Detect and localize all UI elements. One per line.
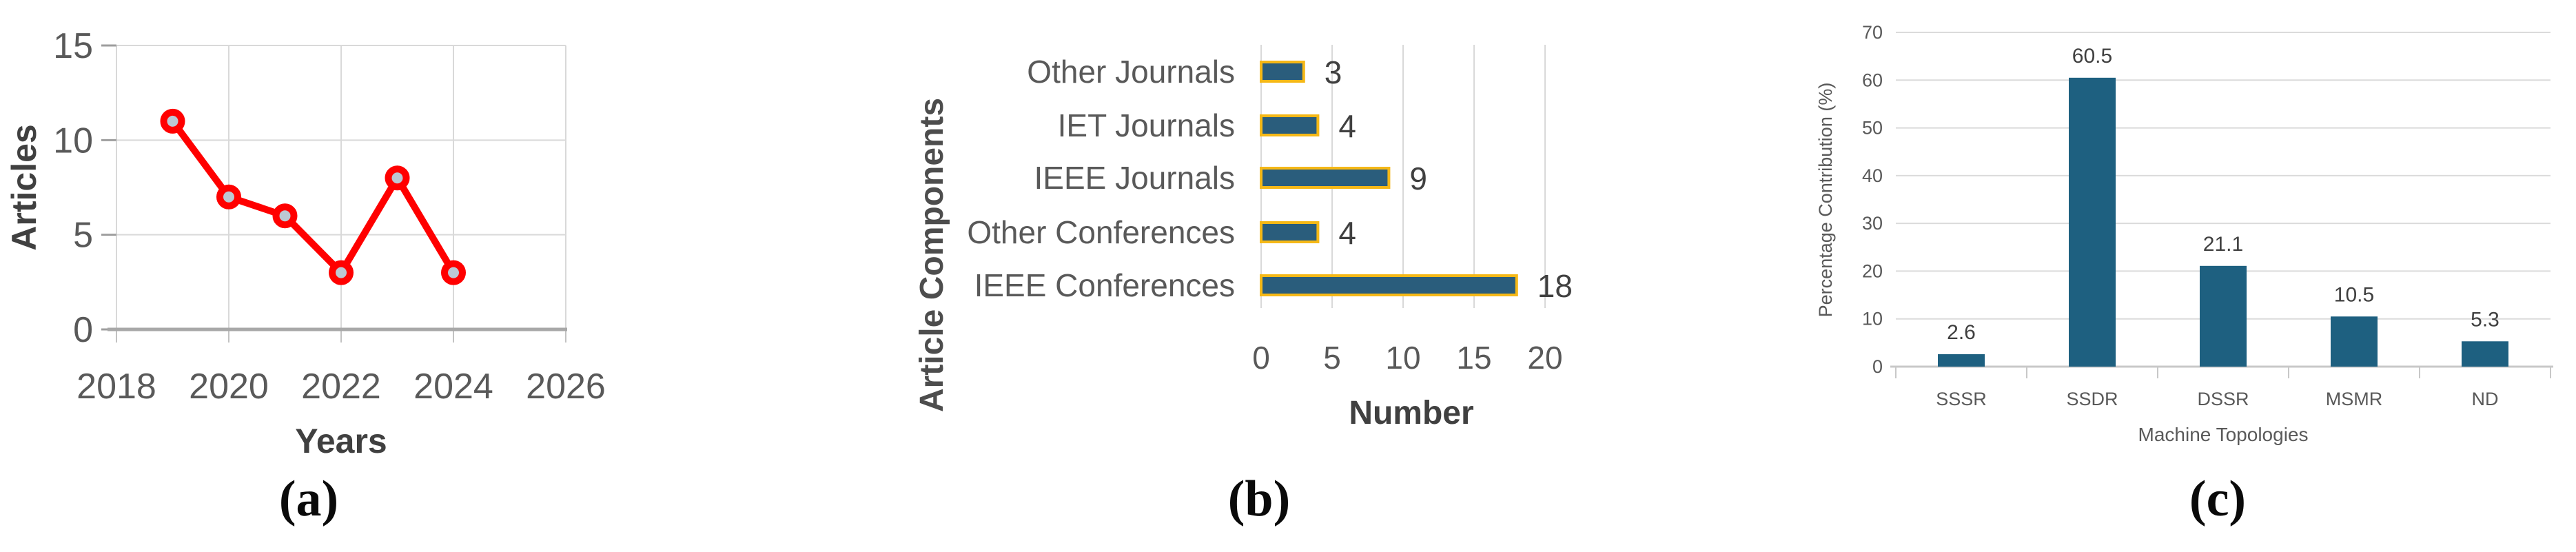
chart-b-category-labels: Other Journals IET Journals IEEE Journals O… [967, 54, 1235, 303]
svg-text:4: 4 [1338, 215, 1356, 251]
svg-text:0: 0 [73, 310, 93, 350]
chart-a-tick-labels: 0 5 10 15 2018 2020 2022 2024 2026 [53, 26, 606, 407]
chart-a-marker [216, 184, 241, 209]
svg-text:18: 18 [1537, 268, 1573, 304]
svg-text:4: 4 [1338, 108, 1356, 144]
svg-text:10: 10 [1385, 340, 1420, 376]
chart-a-marker [385, 165, 410, 191]
chart-c-tick-labels: 0 10 20 30 40 50 60 70 [1862, 22, 1883, 377]
svg-text:10: 10 [1862, 309, 1883, 329]
svg-text:20: 20 [1862, 260, 1883, 281]
chart-b-bar [1260, 167, 1391, 189]
chart-c-xaxis-title: Machine Topologies [2138, 424, 2309, 445]
svg-text:IET Journals: IET Journals [1058, 108, 1235, 143]
svg-text:IEEE Journals: IEEE Journals [1034, 160, 1235, 196]
chart-c-category-labels: SSSR SSDR DSSR MSMR ND [1936, 389, 2498, 409]
chart-a-xaxis-title: Years [295, 422, 387, 460]
svg-text:2022: 2022 [301, 367, 381, 407]
svg-text:SSDR: SSDR [2066, 389, 2118, 409]
chart-c-bar [1938, 354, 1985, 367]
chart-b-bar [1260, 61, 1305, 83]
svg-text:40: 40 [1862, 165, 1883, 186]
svg-text:2.6: 2.6 [1947, 321, 1976, 344]
chart-a-data-markers [160, 108, 466, 285]
svg-text:Other Journals: Other Journals [1027, 54, 1235, 90]
svg-text:DSSR: DSSR [2197, 389, 2249, 409]
svg-text:50: 50 [1862, 118, 1883, 139]
chart-b-article-components-bar-chart: Other Journals IET Journals IEEE Journals O… [914, 45, 1573, 431]
chart-c-bar [2200, 265, 2247, 367]
chart-c-machine-topologies-bar-chart: 2.6 60.5 21.1 10.5 5.3 SSSR SSDR DSSR MSMR ND 0 10 2… [1815, 22, 2553, 445]
chart-c-bar [2331, 316, 2378, 367]
svg-text:60.5: 60.5 [2072, 45, 2112, 68]
chart-a-marker [441, 260, 466, 285]
chart-c-yaxis-title: Percentage Contribution (%) [1815, 83, 1836, 318]
svg-text:70: 70 [1862, 22, 1883, 43]
chart-a-data-line [169, 117, 457, 276]
caption-b: (b) [1227, 471, 1291, 527]
chart-a-yaxis-title: Articles [5, 124, 43, 250]
caption-a: (a) [278, 471, 339, 527]
svg-text:5.3: 5.3 [2471, 308, 2500, 331]
chart-b-bars [1260, 61, 1518, 296]
svg-text:IEEE Conferences: IEEE Conferences [974, 267, 1235, 303]
svg-text:0: 0 [1872, 356, 1883, 377]
svg-text:10: 10 [53, 121, 93, 161]
chart-b-bar [1260, 274, 1518, 296]
caption-c: (c) [2189, 471, 2247, 527]
svg-text:SSSR: SSSR [1936, 389, 1987, 409]
svg-text:MSMR: MSMR [2326, 389, 2383, 409]
svg-text:30: 30 [1862, 213, 1883, 234]
svg-text:2026: 2026 [526, 367, 606, 407]
svg-text:3: 3 [1325, 54, 1342, 90]
svg-text:15: 15 [53, 26, 93, 66]
chart-c-bar [2069, 77, 2116, 367]
svg-text:ND: ND [2472, 389, 2499, 409]
chart-a-articles-per-year-line-chart: 0 5 10 15 2018 2020 2022 2024 2026 Years Articles [5, 26, 606, 460]
chart-c-bar [2462, 341, 2508, 367]
chart-c-value-labels: 2.6 60.5 21.1 10.5 5.3 [1947, 45, 2500, 344]
svg-text:2020: 2020 [189, 367, 269, 407]
chart-a-gridlines [101, 44, 566, 343]
chart-c-bars [1938, 77, 2508, 367]
chart-a-marker [272, 203, 298, 229]
svg-text:20: 20 [1527, 340, 1562, 376]
chart-a-marker [329, 260, 354, 285]
svg-text:2024: 2024 [413, 367, 493, 407]
chart-b-bar [1260, 221, 1320, 243]
svg-text:0: 0 [1252, 340, 1270, 376]
svg-text:21.1: 21.1 [2203, 233, 2243, 256]
svg-text:15: 15 [1456, 340, 1491, 376]
chart-b-xaxis-title: Number [1349, 395, 1473, 431]
svg-text:60: 60 [1862, 70, 1883, 90]
svg-text:Other Conferences: Other Conferences [967, 214, 1235, 250]
chart-a-marker [160, 108, 185, 134]
svg-text:10.5: 10.5 [2334, 283, 2374, 306]
chart-b-bar [1260, 114, 1320, 136]
chart-b-tick-labels: 0 5 10 15 20 [1252, 340, 1562, 376]
svg-text:9: 9 [1409, 161, 1427, 196]
chart-b-yaxis-title: Article Components [914, 98, 950, 412]
svg-text:2018: 2018 [76, 367, 156, 407]
svg-text:5: 5 [73, 216, 93, 256]
svg-text:5: 5 [1323, 340, 1341, 376]
chart-b-value-labels: 3 4 9 4 18 [1325, 54, 1573, 304]
